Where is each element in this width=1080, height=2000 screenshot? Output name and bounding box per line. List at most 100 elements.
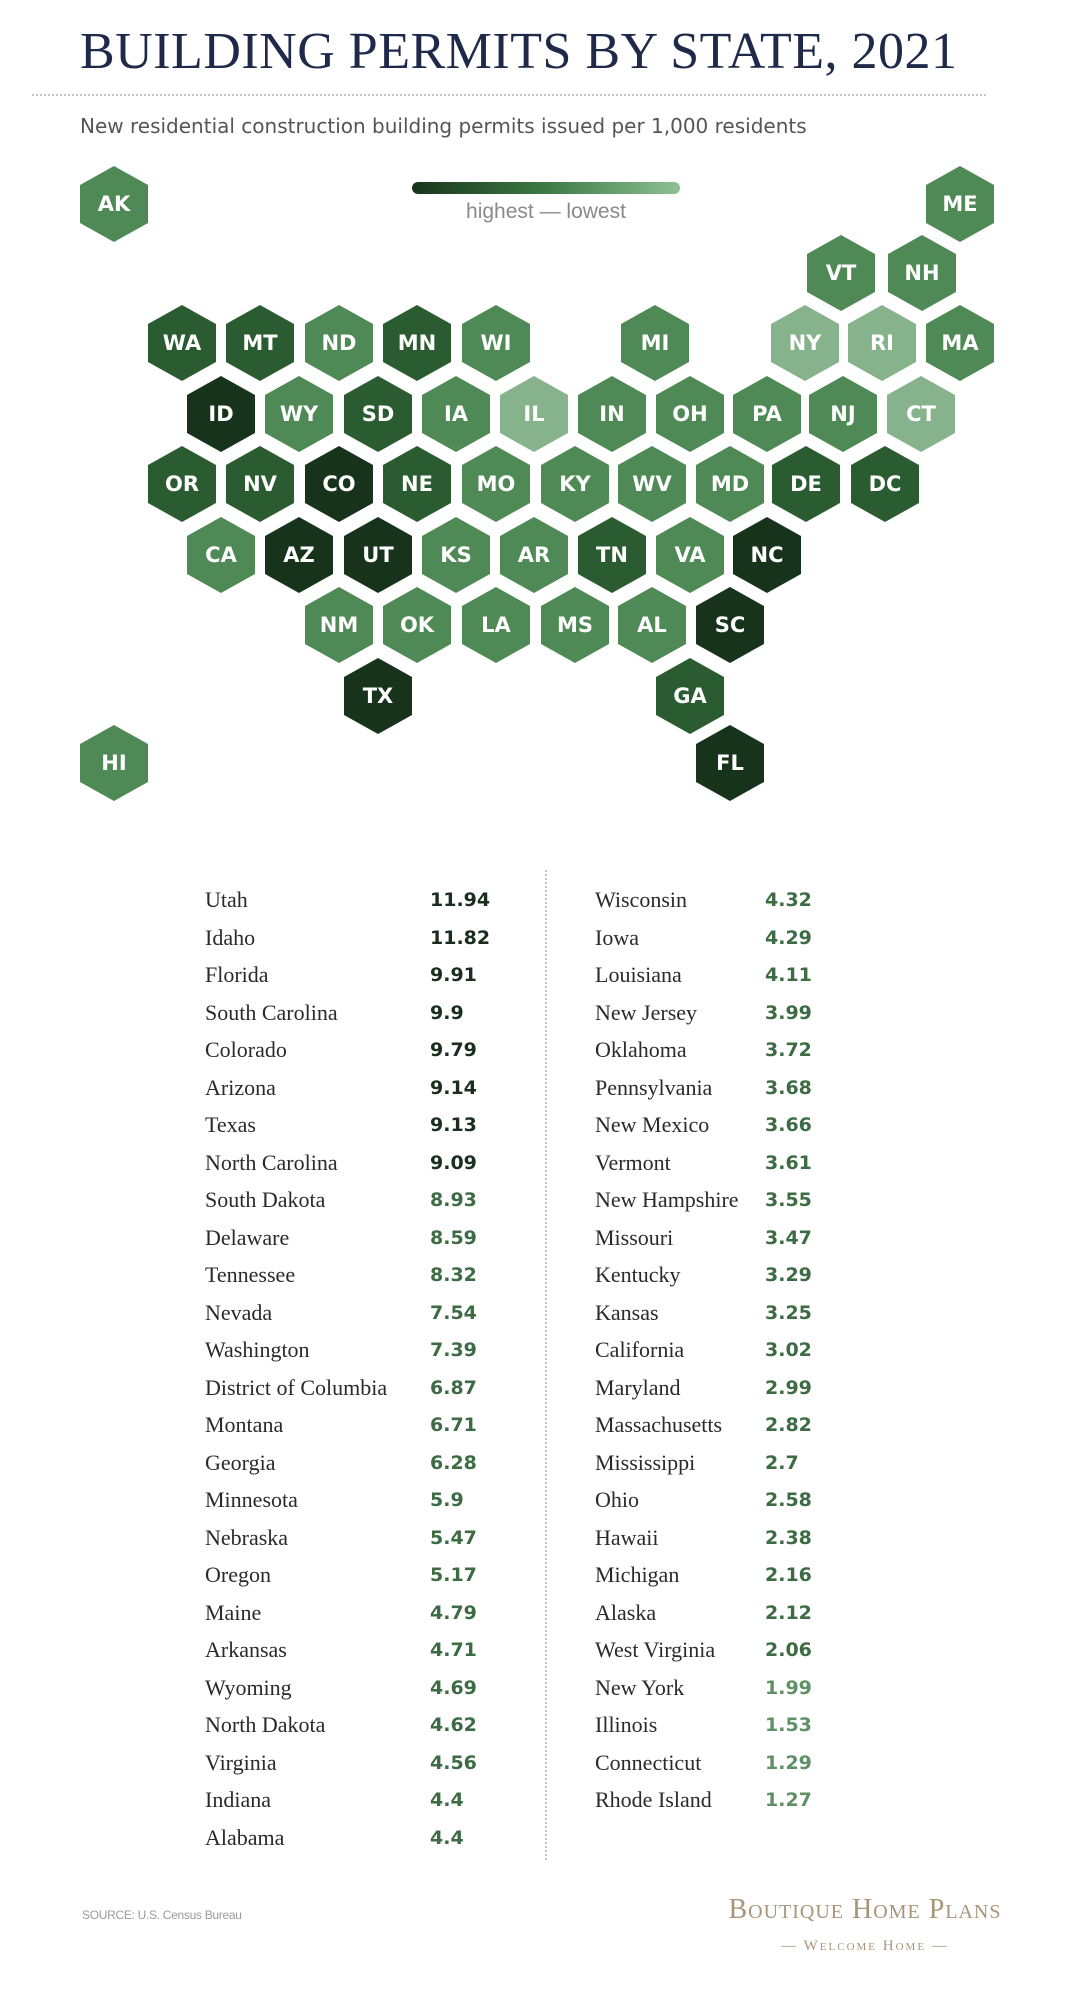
permit-value: 3.55 <box>765 1189 812 1211</box>
ranking-row: Idaho 11.82 <box>205 923 510 953</box>
ranking-row: Kentucky 3.29 <box>595 1260 845 1290</box>
permit-value: 7.39 <box>430 1339 477 1361</box>
state-hex-ar: AR <box>500 517 568 593</box>
permit-value: 4.56 <box>430 1751 477 1774</box>
brand-logo: Boutique Home Plans <box>728 1894 1002 1925</box>
state-name: Idaho <box>205 924 256 950</box>
state-name: Utah <box>205 887 248 912</box>
ranking-row: Ohio 2.58 <box>595 1485 845 1515</box>
permit-value: 7.54 <box>430 1301 477 1324</box>
state-name: Florida <box>205 962 269 987</box>
permit-value: 3.99 <box>765 1001 812 1024</box>
ranking-column-divider <box>545 870 547 1860</box>
page-title: BUILDING PERMITS BY STATE, 2021 <box>80 23 958 80</box>
permit-value: 11.94 <box>430 889 491 911</box>
state-hex-mi: MI <box>621 305 689 381</box>
ranking-row: Hawaii 2.38 <box>595 1523 845 1553</box>
ranking-row: Wisconsin 4.32 <box>595 885 845 915</box>
state-hex-ca: CA <box>187 517 255 593</box>
ranking-row: Tennessee 8.32 <box>205 1260 510 1290</box>
ranking-row: South Dakota 8.93 <box>205 1185 510 1215</box>
state-name: Pennsylvania <box>595 1074 713 1100</box>
state-hex-nc: NC <box>733 517 801 593</box>
state-hex-mn: MN <box>383 305 451 381</box>
state-hex-ne: NE <box>383 446 451 522</box>
ranking-row: Vermont 3.61 <box>595 1148 845 1178</box>
state-hex-hi: HI <box>80 725 148 801</box>
state-hex-ms: MS <box>541 587 609 663</box>
ranking-row: Rhode Island 1.27 <box>595 1785 845 1815</box>
permit-value: 3.66 <box>765 1114 812 1136</box>
ranking-row: Montana 6.71 <box>205 1410 510 1440</box>
state-hex-id: ID <box>187 376 255 452</box>
state-name: Oklahoma <box>595 1037 687 1062</box>
permit-value: 9.91 <box>430 964 477 986</box>
permit-value: 6.71 <box>430 1414 477 1436</box>
permit-value: 4.32 <box>765 889 812 911</box>
state-hex-nd: ND <box>305 305 373 381</box>
state-hex-il: IL <box>500 376 568 452</box>
state-hex-wv: WV <box>618 446 686 522</box>
state-hex-ks: KS <box>422 517 490 593</box>
permit-value: 2.06 <box>765 1639 812 1661</box>
permit-value: 2.58 <box>765 1489 812 1511</box>
state-name: Wisconsin <box>595 887 687 912</box>
ranking-row: Utah 11.94 <box>205 885 510 915</box>
state-name: Michigan <box>595 1562 680 1587</box>
permit-value: 8.59 <box>430 1226 477 1249</box>
state-name: Illinois <box>595 1712 658 1737</box>
ranking-row: Nevada 7.54 <box>205 1298 510 1328</box>
state-hex-ak: AK <box>80 166 148 242</box>
state-hex-ia: IA <box>422 376 490 452</box>
ranking-row: Michigan 2.16 <box>595 1560 845 1590</box>
ranking-row: Mississippi 2.7 <box>595 1448 845 1478</box>
ranking-row: Oregon 5.17 <box>205 1560 510 1590</box>
state-name: Arizona <box>205 1074 276 1100</box>
state-name: Kansas <box>595 1299 659 1325</box>
ranking-row: Maryland 2.99 <box>595 1373 845 1403</box>
state-name: South Carolina <box>205 999 338 1025</box>
permit-value: 2.99 <box>765 1376 812 1399</box>
permit-value: 3.25 <box>765 1301 812 1324</box>
state-name: California <box>595 1337 685 1362</box>
state-hex-nm: NM <box>305 587 373 663</box>
ranking-row: Oklahoma 3.72 <box>595 1035 845 1065</box>
ranking-row: Kansas 3.25 <box>595 1298 845 1328</box>
permit-value: 4.69 <box>430 1676 477 1699</box>
ranking-row: North Carolina 9.09 <box>205 1148 510 1178</box>
state-hex-md: MD <box>696 446 764 522</box>
state-name: Georgia <box>205 1449 276 1475</box>
state-hex-sc: SC <box>696 587 764 663</box>
state-name: New Jersey <box>595 999 698 1025</box>
state-name: Washington <box>205 1337 310 1362</box>
state-hex-wy: WY <box>265 376 333 452</box>
permit-value: 2.38 <box>765 1526 812 1549</box>
permit-value: 2.82 <box>765 1414 812 1436</box>
permit-value: 4.4 <box>430 1826 464 1849</box>
permit-value: 5.17 <box>430 1564 477 1586</box>
state-hex-ny: NY <box>771 305 839 381</box>
ranking-row: Pennsylvania 3.68 <box>595 1073 845 1103</box>
permit-value: 6.28 <box>430 1451 477 1474</box>
state-hex-ma: MA <box>926 305 994 381</box>
state-name: West Virginia <box>595 1637 716 1662</box>
source-note: SOURCE: U.S. Census Bureau <box>82 1908 242 1922</box>
state-name: Maine <box>205 1599 262 1625</box>
permit-value: 1.29 <box>765 1751 812 1774</box>
state-name: Maryland <box>595 1374 681 1400</box>
permit-value: 3.61 <box>765 1151 812 1174</box>
ranking-row: West Virginia 2.06 <box>595 1635 845 1665</box>
ranking-row: Delaware 8.59 <box>205 1223 510 1253</box>
state-name: Arkansas <box>205 1637 287 1662</box>
state-name: North Carolina <box>205 1149 338 1175</box>
ranking-row: Missouri 3.47 <box>595 1223 845 1253</box>
permit-value: 6.87 <box>430 1376 477 1399</box>
permit-value: 1.53 <box>765 1714 812 1736</box>
state-name: Oregon <box>205 1562 271 1587</box>
state-hex-tn: TN <box>578 517 646 593</box>
permit-value: 2.16 <box>765 1564 812 1586</box>
state-name: Massachusetts <box>595 1412 723 1437</box>
permit-value: 1.27 <box>765 1789 812 1811</box>
state-hex-ct: CT <box>887 376 955 452</box>
state-name: Tennessee <box>205 1262 296 1287</box>
